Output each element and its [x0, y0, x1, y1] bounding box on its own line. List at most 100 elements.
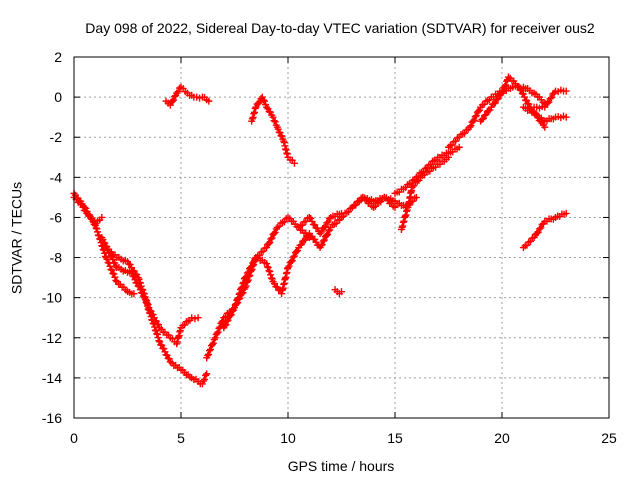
data-point-marker [93, 225, 101, 233]
data-point-marker [110, 270, 118, 278]
data-point-marker [494, 95, 502, 103]
data-point-marker [259, 96, 267, 104]
data-point-marker [482, 111, 490, 119]
y-tick-label: -14 [42, 370, 62, 386]
data-point-marker [471, 113, 479, 121]
data-point-marker [270, 229, 278, 237]
data-point-marker [537, 224, 545, 232]
data-point-marker [290, 159, 298, 167]
data-point-marker [490, 100, 498, 108]
data-point-marker [143, 299, 151, 307]
x-axis-label: GPS time / hours [288, 458, 395, 474]
data-point-marker [168, 97, 176, 105]
data-point-marker [478, 115, 486, 123]
data-point-marker [501, 82, 509, 90]
data-point-marker [213, 329, 221, 337]
data-point-marker [242, 282, 250, 290]
y-tick-label: 2 [54, 49, 62, 65]
data-point-marker [445, 153, 452, 161]
data-point-marker [289, 253, 297, 261]
data-point-marker [410, 182, 418, 190]
data-point-marker [145, 306, 153, 314]
data-point-marker [317, 228, 325, 236]
data-point-marker [214, 328, 222, 336]
plot-frame [73, 56, 610, 419]
data-point-marker [300, 237, 308, 245]
data-point-marker [235, 295, 243, 303]
data-point-marker [285, 262, 293, 270]
data-point-marker [248, 265, 256, 273]
data-point-marker [267, 235, 275, 243]
series-arc-16 [519, 103, 570, 125]
series-arc-5 [203, 213, 313, 362]
data-point-marker [201, 375, 209, 383]
data-point-marker [533, 229, 541, 237]
data-point-marker [243, 277, 251, 285]
data-point-marker [94, 228, 102, 236]
data-point-marker [205, 97, 213, 105]
axis-ticks: 0 5 10 15 20 25 -16 -14 -12 -10 -8 -6 -4 -2 0 2 [42, 49, 617, 446]
data-point-marker [502, 81, 510, 89]
data-point-marker [146, 309, 154, 317]
data-point-marker [293, 248, 301, 256]
data-point-marker [228, 307, 236, 315]
data-point-marker [154, 334, 162, 342]
data-point-marker [265, 267, 273, 275]
data-point-marker [233, 300, 241, 308]
series-arc-10 [391, 143, 463, 197]
data-point-marker [254, 99, 262, 107]
data-point-marker [236, 294, 244, 302]
data-point-marker [318, 241, 326, 249]
data-point-marker [481, 111, 489, 119]
data-point-marker [284, 264, 292, 272]
data-point-marker [319, 237, 327, 245]
data-point-marker [271, 118, 279, 126]
y-tick-label: -6 [50, 209, 63, 225]
data-point-marker [173, 89, 181, 97]
data-point-marker [206, 345, 214, 353]
data-point-marker [81, 203, 89, 211]
data-point-marker [491, 99, 499, 107]
x-tick-label: 15 [387, 430, 403, 446]
chart-title: Day 098 of 2022, Sidereal Day-to-day VTE… [85, 20, 595, 36]
data-point-marker [141, 295, 149, 303]
data-point-marker [469, 117, 477, 125]
data-point-marker [147, 313, 155, 321]
data-point-marker [321, 222, 329, 230]
data-point-marker [108, 266, 116, 274]
series-arc-18 [248, 93, 298, 167]
data-point-marker [534, 228, 542, 236]
data-point-marker [338, 209, 345, 217]
data-point-marker [267, 274, 275, 282]
data-point-marker [155, 337, 163, 345]
data-point-marker [467, 122, 475, 130]
data-point-marker [266, 239, 274, 247]
series-arc-4 [98, 234, 211, 388]
data-point-marker [223, 317, 231, 325]
series-arc-1 [70, 193, 106, 227]
series-arc-9 [348, 193, 420, 211]
data-point-marker [251, 104, 259, 112]
data-point-marker [301, 236, 309, 244]
x-tick-label: 0 [70, 430, 78, 446]
data-point-marker [323, 219, 331, 227]
data-point-marker [234, 299, 242, 307]
series-arc-11 [397, 153, 452, 233]
series-arc-8 [331, 286, 345, 298]
y-tick-label: -12 [42, 330, 62, 346]
x-tick-label: 20 [494, 430, 510, 446]
data-point-marker [268, 234, 276, 242]
data-point-marker [247, 266, 255, 274]
data-points [70, 73, 570, 388]
series-arc-17 [162, 83, 213, 109]
data-point-marker [270, 117, 278, 125]
data-point-marker [239, 289, 247, 297]
data-point-marker [267, 271, 275, 279]
data-point-marker [547, 94, 555, 102]
data-point-marker [266, 268, 274, 276]
data-point-marker [265, 240, 273, 248]
data-point-marker [466, 123, 474, 131]
data-point-marker [323, 231, 331, 239]
data-point-marker [316, 229, 324, 237]
data-point-marker [317, 242, 325, 250]
